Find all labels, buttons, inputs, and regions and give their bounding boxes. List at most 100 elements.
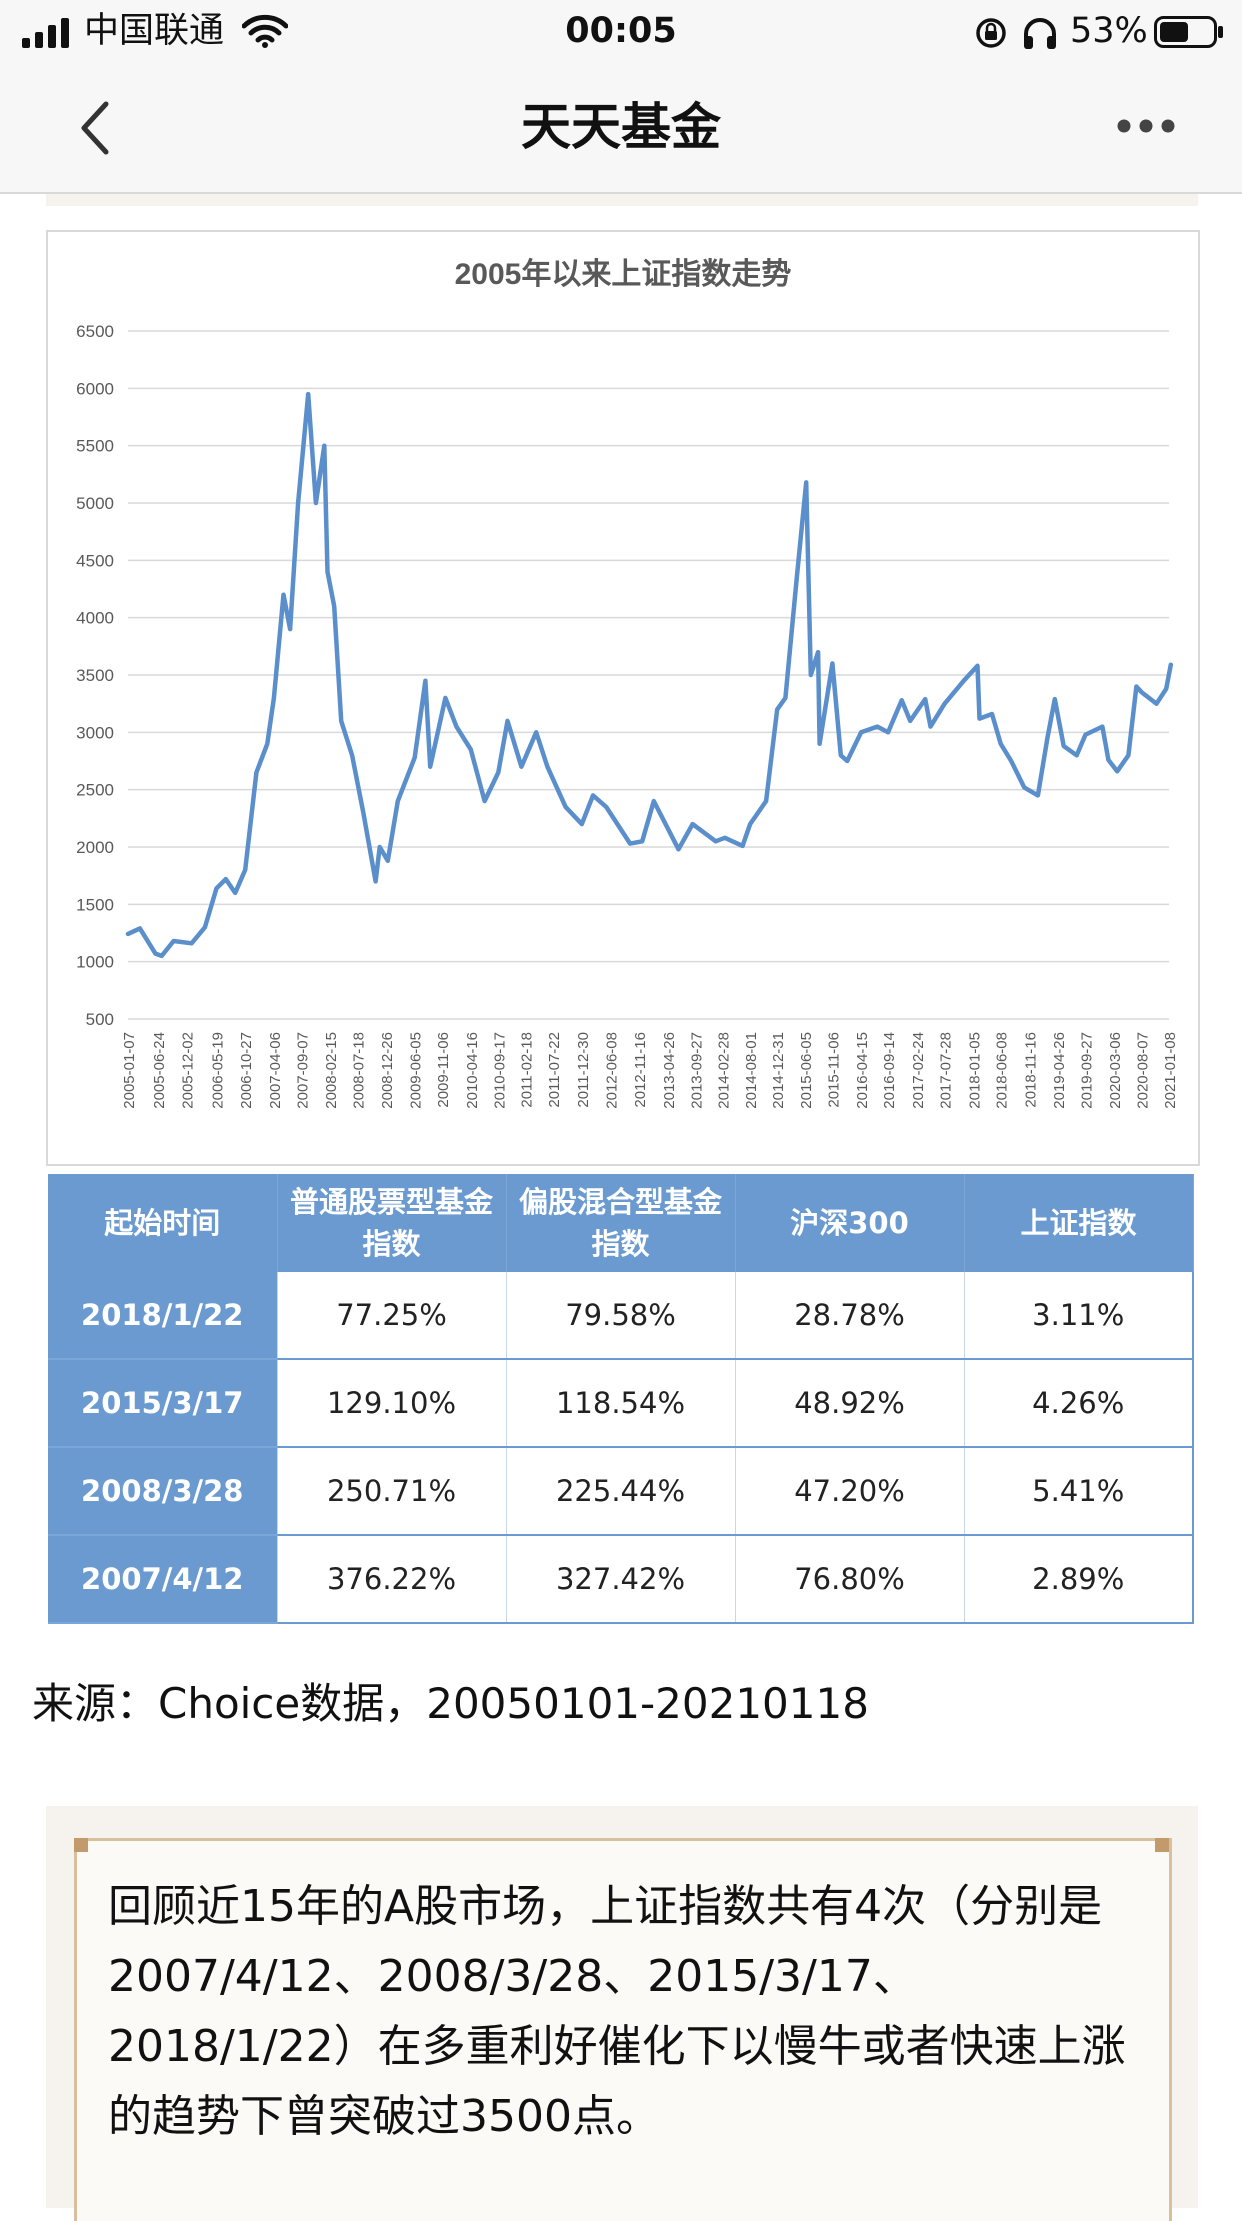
navigation-bar: 天天基金: [0, 62, 1242, 194]
x-tick-label: 2017-02-24: [910, 1032, 927, 1109]
clock-time: 00:05: [565, 11, 677, 51]
table-cell: 327.42%: [506, 1535, 736, 1624]
headphones-icon: [1024, 18, 1056, 49]
table-cell: 3.11%: [964, 1272, 1194, 1360]
x-tick-label: 2015-06-05: [798, 1032, 815, 1109]
more-options-icon[interactable]: [1116, 116, 1176, 136]
x-tick-label: 2018-06-08: [994, 1032, 1011, 1109]
index-series-line: [125, 391, 1174, 959]
x-tick-label: 2013-04-26: [661, 1032, 678, 1109]
x-tick-label: 2014-02-28: [716, 1032, 733, 1109]
wifi-icon: [242, 14, 288, 48]
x-tick-label: 2020-08-07: [1135, 1032, 1152, 1109]
table-header-cell: 偏股混合型基金指数: [506, 1174, 736, 1272]
x-tick-label: 2019-09-27: [1078, 1032, 1095, 1109]
back-chevron-icon[interactable]: [78, 100, 112, 156]
x-tick-label: 2005-01-07: [121, 1032, 138, 1109]
y-tick-label: 4500: [76, 551, 114, 570]
battery-icon: [1154, 16, 1223, 48]
corner-ornament: [74, 1838, 88, 1852]
y-tick-label: 2000: [76, 838, 114, 857]
x-tick-label: 2014-08-01: [743, 1032, 760, 1109]
x-tick-label: 2020-03-06: [1107, 1032, 1124, 1109]
x-tick-label: 2018-11-16: [1022, 1032, 1039, 1108]
x-tick-label: 2014-12-31: [770, 1032, 787, 1109]
table-cell: 225.44%: [506, 1447, 736, 1536]
table-cell: 47.20%: [735, 1447, 965, 1536]
line-chart: 2005年以来上证指数走势 500 1000 1500 2000 2500 3000 3500…: [76, 258, 1179, 1109]
y-tick-label: 1500: [76, 895, 114, 914]
x-tick-label: 2012-11-16: [632, 1032, 649, 1108]
table-row: 2015/3/17 129.10% 118.54% 48.92% 4.26%: [48, 1359, 1194, 1448]
table-cell: 2.89%: [964, 1535, 1194, 1624]
x-tick-label: 2008-02-15: [323, 1032, 340, 1109]
x-tick-label: 2016-04-15: [854, 1032, 871, 1109]
index-trend-chart: 2005年以来上证指数走势 500 1000 1500 2000 2500 3000 3500…: [46, 230, 1200, 1166]
y-tick-label: 500: [86, 1010, 114, 1029]
start-date-cell: 2007/4/12: [48, 1535, 278, 1624]
x-tick-label: 2021-01-08: [1162, 1032, 1179, 1109]
x-tick-label: 2013-09-27: [688, 1032, 705, 1109]
carrier-name: 中国联通: [84, 11, 225, 51]
x-tick-label: 2016-09-14: [881, 1032, 898, 1109]
x-tick-label: 2005-06-24: [151, 1032, 168, 1109]
x-tick-label: 2008-12-26: [379, 1032, 396, 1109]
x-tick-label: 2015-11-06: [825, 1032, 842, 1108]
table-header-cell: 沪深300: [735, 1174, 965, 1272]
x-tick-label: 2005-12-02: [180, 1032, 197, 1109]
x-tick-label: 2009-06-05: [408, 1032, 425, 1109]
status-bar: 中国联通 00:05 53%: [0, 0, 1242, 62]
y-tick-label: 5500: [76, 437, 114, 456]
table-cell: 129.10%: [277, 1359, 507, 1448]
note-paragraph: 回顾近15年的A股市场，上证指数共有4次（分别是2007/4/12、2008/3…: [108, 1881, 1126, 2142]
x-tick-label: 2007-04-06: [267, 1032, 284, 1109]
table-row: 2008/3/28 250.71% 225.44% 47.20% 5.41%: [48, 1447, 1194, 1536]
chart-title: 2005年以来上证指数走势: [455, 258, 792, 291]
data-source-caption: 来源：Choice数据，20050101-20210118: [32, 1679, 869, 1728]
rotation-lock-icon: [976, 18, 1006, 48]
table-cell: 79.58%: [506, 1272, 736, 1360]
x-tick-label: 2006-10-27: [238, 1032, 255, 1109]
signal-strength-icon: [22, 18, 69, 48]
y-tick-label: 4000: [76, 609, 114, 628]
table-cell: 48.92%: [735, 1359, 965, 1448]
returns-table: 起始时间 普通股票型基金指数 偏股混合型基金指数 沪深300 上证指数 2018…: [48, 1174, 1194, 1624]
y-tick-label: 3000: [76, 723, 114, 742]
table-cell: 250.71%: [277, 1447, 507, 1536]
table-cell: 4.26%: [964, 1359, 1194, 1448]
table-cell: 376.22%: [277, 1535, 507, 1624]
table-row: 2007/4/12 376.22% 327.42% 76.80% 2.89%: [48, 1535, 1194, 1624]
note-box-frame: [74, 1838, 1172, 2221]
table-row: 2018/1/22 77.25% 79.58% 28.78% 3.11%: [48, 1272, 1194, 1360]
y-tick-label: 5000: [76, 494, 114, 513]
y-tick-label: 1000: [76, 953, 114, 972]
table-cell: 5.41%: [964, 1447, 1194, 1536]
battery-percentage: 53%: [1070, 11, 1148, 51]
x-tick-label: 2019-04-26: [1051, 1032, 1068, 1109]
table-cell: 76.80%: [735, 1535, 965, 1624]
x-tick-label: 2012-06-08: [603, 1032, 620, 1109]
x-tick-label: 2011-02-18: [519, 1032, 536, 1108]
x-tick-label: 2009-11-06: [435, 1032, 452, 1108]
start-date-cell: 2008/3/28: [48, 1447, 278, 1536]
x-tick-label: 2010-04-16: [464, 1032, 481, 1109]
table-cell: 28.78%: [735, 1272, 965, 1360]
table-header-cell: 起始时间: [48, 1174, 278, 1272]
table-cell: 77.25%: [277, 1272, 507, 1360]
y-tick-label: 6500: [76, 322, 114, 341]
article-top-divider: [46, 194, 1198, 206]
page-title: 天天基金: [521, 98, 721, 156]
start-date-cell: 2015/3/17: [48, 1359, 278, 1448]
x-tick-label: 2008-07-18: [350, 1032, 367, 1109]
x-tick-label: 2007-09-07: [294, 1032, 311, 1109]
table-header-cell: 普通股票型基金指数: [277, 1174, 507, 1272]
table-header-cell: 上证指数: [964, 1174, 1194, 1272]
y-tick-label: 2500: [76, 781, 114, 800]
table-header-row: 起始时间 普通股票型基金指数 偏股混合型基金指数 沪深300 上证指数: [48, 1174, 1194, 1272]
x-tick-label: 2011-07-22: [546, 1032, 563, 1108]
y-tick-label: 6000: [76, 379, 114, 398]
x-tick-label: 2011-12-30: [575, 1032, 592, 1108]
x-tick-label: 2018-01-05: [966, 1032, 983, 1109]
x-tick-label: 2017-07-28: [938, 1032, 955, 1109]
y-tick-label: 3500: [76, 666, 114, 685]
